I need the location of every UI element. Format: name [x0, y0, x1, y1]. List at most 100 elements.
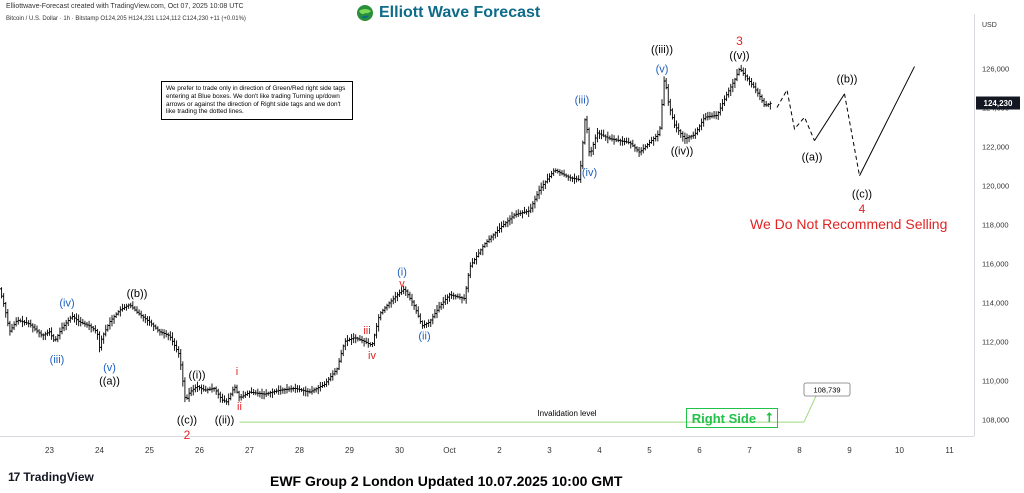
x-tick-label: 2 — [497, 446, 502, 455]
ohlc-bar — [325, 378, 328, 387]
ohlc-bar — [152, 322, 156, 332]
wave-label: ((a)) — [99, 376, 120, 388]
ohlc-bar — [183, 377, 187, 403]
ohlc-bar — [748, 76, 751, 86]
ohlc-bar — [164, 330, 168, 338]
ohlc-bar — [43, 331, 47, 340]
ohlc-bar — [481, 244, 485, 256]
ohlc-bar — [118, 306, 122, 317]
ohlc-bar — [66, 317, 70, 327]
wave-label: iii — [363, 325, 370, 337]
wave-label: ((iii)) — [651, 44, 673, 56]
ohlc-bar — [454, 294, 458, 300]
ohlc-bar — [506, 217, 510, 228]
ohlc-bar — [121, 303, 124, 312]
ohlc-bar — [500, 221, 503, 233]
ohlc-bar — [675, 120, 678, 133]
ohlc-bar — [473, 257, 476, 265]
ohlc-bar — [306, 388, 310, 397]
ohlc-bar — [627, 137, 631, 145]
ohlc-bar — [148, 316, 151, 326]
ohlc-bar — [104, 324, 108, 337]
ohlc-bar — [206, 387, 210, 394]
ohlc-bar — [200, 384, 203, 395]
ohlc-bar — [677, 123, 681, 135]
invalidation-value: 108,739 — [813, 386, 840, 395]
ohlc-bar — [360, 335, 364, 344]
ohlc-bar — [216, 388, 220, 399]
ohlc-bar — [89, 323, 93, 333]
ohlc-bar — [766, 102, 770, 108]
wave-label: i — [236, 366, 238, 378]
projection-dashed-line — [776, 88, 815, 141]
ohlc-bar — [435, 304, 439, 319]
ohlc-bar — [383, 306, 387, 313]
ohlc-bar — [227, 393, 231, 406]
ohlc-bar — [377, 314, 381, 332]
ohlc-bar — [110, 315, 114, 327]
ohlc-bar — [364, 337, 368, 345]
x-tick-label: 9 — [847, 446, 852, 455]
wave-label: (iii) — [575, 95, 590, 107]
ohlc-bar — [635, 146, 639, 153]
wave-label: (ii) — [418, 331, 430, 343]
ohlc-bar — [231, 386, 235, 397]
ohlc-bar — [489, 234, 493, 243]
ohlc-bar — [337, 358, 341, 370]
ohlc-bar — [316, 384, 320, 395]
ohlc-bar — [629, 140, 633, 149]
wave-label: (iv) — [582, 167, 597, 179]
ohlc-bar — [398, 289, 401, 298]
right-side-tag: Right Side ⭡ — [686, 408, 778, 428]
invalidation-level: 108,739 Invalidation level — [239, 382, 851, 423]
ohlc-bar — [535, 191, 539, 202]
ohlc-bar — [562, 169, 566, 177]
ohlc-bar — [358, 335, 362, 342]
ohlc-bar — [606, 131, 610, 144]
y-tick-label: 118,000 — [982, 221, 1009, 230]
ohlc-bar — [329, 372, 333, 382]
wave-label: (v) — [103, 362, 116, 374]
ohlc-bar — [712, 110, 716, 119]
ohlc-bars — [0, 64, 772, 406]
x-tick-label: 25 — [145, 446, 154, 455]
y-tick-label: 112,000 — [982, 338, 1009, 347]
ohlc-bar — [241, 390, 245, 399]
ohlc-bar — [181, 361, 185, 387]
ohlc-bar — [12, 321, 16, 331]
ohlc-bar — [221, 393, 224, 404]
ohlc-bar — [418, 313, 422, 324]
ohlc-bar — [723, 95, 726, 106]
ohlc-bar — [39, 330, 43, 338]
wave-label: ((ii)) — [215, 415, 235, 427]
x-tick-label: 3 — [547, 446, 552, 455]
ohlc-bar — [725, 91, 728, 102]
ohlc-bar — [302, 387, 306, 396]
ohlc-bar — [510, 211, 514, 224]
ohlc-bar — [150, 319, 153, 327]
ohlc-bar — [350, 333, 353, 345]
y-tick-label: 122,000 — [982, 143, 1009, 152]
ohlc-bar — [596, 127, 599, 143]
ohlc-bar — [689, 134, 693, 140]
ohlc-bar — [168, 331, 172, 341]
ohlc-bar — [385, 303, 389, 311]
ohlc-bar — [468, 262, 472, 279]
last-price: 124,230 — [984, 99, 1013, 108]
x-tick-label: 11 — [945, 446, 954, 455]
ohlc-bar — [185, 394, 189, 400]
x-tick-label: 10 — [895, 446, 904, 455]
price-chart[interactable]: USD 108,000110,000112,000114,000116,0001… — [0, 0, 1024, 470]
ohlc-bar — [343, 338, 347, 351]
y-tick-label: 116,000 — [982, 260, 1009, 269]
y-tick-label: 114,000 — [982, 299, 1009, 308]
x-tick-label: 24 — [95, 446, 104, 455]
ohlc-bar — [77, 314, 81, 327]
ohlc-bar — [446, 294, 449, 305]
x-tick-label: 26 — [195, 446, 204, 455]
ohlc-bar — [173, 338, 176, 351]
projection-path — [776, 66, 915, 176]
ohlc-bar — [625, 137, 628, 144]
ohlc-bar — [4, 301, 8, 318]
ohlc-bar — [604, 134, 608, 141]
